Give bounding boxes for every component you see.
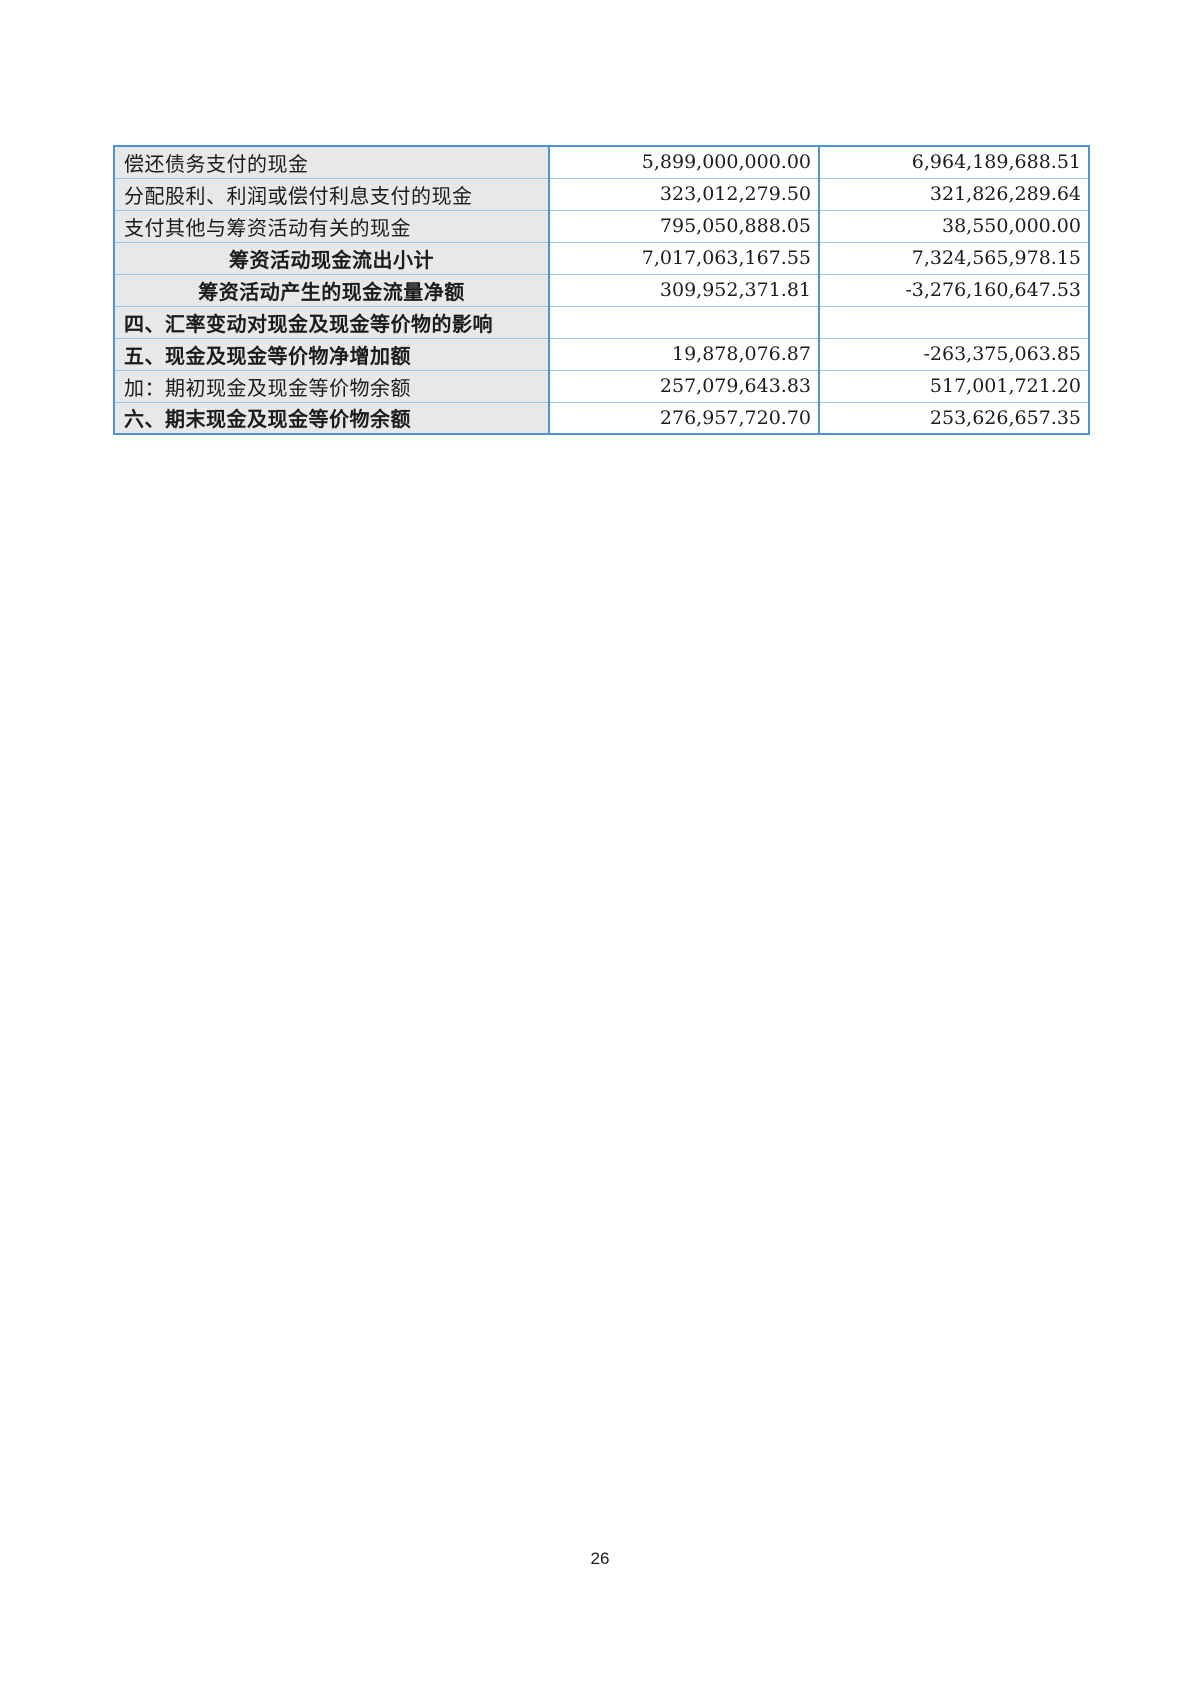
amount-current: 257,079,643.83 — [548, 369, 820, 403]
amount-current: 7,017,063,167.55 — [548, 241, 820, 275]
table-row-section: 四、汇率变动对现金及现金等价物的影响 — [113, 305, 1090, 339]
amount-prior: 7,324,565,978.15 — [818, 241, 1090, 275]
row-label: 六、期末现金及现金等价物余额 — [113, 401, 550, 435]
row-label: 筹资活动产生的现金流量净额 — [113, 273, 550, 307]
amount-prior — [818, 305, 1090, 339]
cash-flow-table: 偿还债务支付的现金 5,899,000,000.00 6,964,189,688… — [113, 145, 1090, 435]
amount-current: 276,957,720.70 — [548, 401, 820, 435]
table-row-subtotal: 筹资活动现金流出小计 7,017,063,167.55 7,324,565,97… — [113, 241, 1090, 275]
table-row: 支付其他与筹资活动有关的现金 795,050,888.05 38,550,000… — [113, 209, 1090, 243]
amount-current — [548, 305, 820, 339]
amount-current: 323,012,279.50 — [548, 177, 820, 211]
table-row: 偿还债务支付的现金 5,899,000,000.00 6,964,189,688… — [113, 145, 1090, 179]
row-label: 五、现金及现金等价物净增加额 — [113, 337, 550, 371]
amount-prior: 38,550,000.00 — [818, 209, 1090, 243]
page-number: 26 — [590, 1549, 610, 1568]
amount-prior: 321,826,289.64 — [818, 177, 1090, 211]
row-label: 支付其他与筹资活动有关的现金 — [113, 209, 550, 243]
row-label: 偿还债务支付的现金 — [113, 145, 550, 179]
amount-prior: -263,375,063.85 — [818, 337, 1090, 371]
row-label: 四、汇率变动对现金及现金等价物的影响 — [113, 305, 550, 339]
amount-prior: 6,964,189,688.51 — [818, 145, 1090, 179]
row-label: 分配股利、利润或偿付利息支付的现金 — [113, 177, 550, 211]
table-row: 分配股利、利润或偿付利息支付的现金 323,012,279.50 321,826… — [113, 177, 1090, 211]
amount-current: 309,952,371.81 — [548, 273, 820, 307]
row-label: 加：期初现金及现金等价物余额 — [113, 369, 550, 403]
amount-current: 795,050,888.05 — [548, 209, 820, 243]
amount-prior: 517,001,721.20 — [818, 369, 1090, 403]
table-row: 加：期初现金及现金等价物余额 257,079,643.83 517,001,72… — [113, 369, 1090, 403]
amount-current: 5,899,000,000.00 — [548, 145, 820, 179]
row-label: 筹资活动现金流出小计 — [113, 241, 550, 275]
amount-prior: -3,276,160,647.53 — [818, 273, 1090, 307]
amount-prior: 253,626,657.35 — [818, 401, 1090, 435]
table-row-subtotal: 筹资活动产生的现金流量净额 309,952,371.81 -3,276,160,… — [113, 273, 1090, 307]
table-row-section: 五、现金及现金等价物净增加额 19,878,076.87 -263,375,06… — [113, 337, 1090, 371]
table-row-section: 六、期末现金及现金等价物余额 276,957,720.70 253,626,65… — [113, 401, 1090, 435]
amount-current: 19,878,076.87 — [548, 337, 820, 371]
